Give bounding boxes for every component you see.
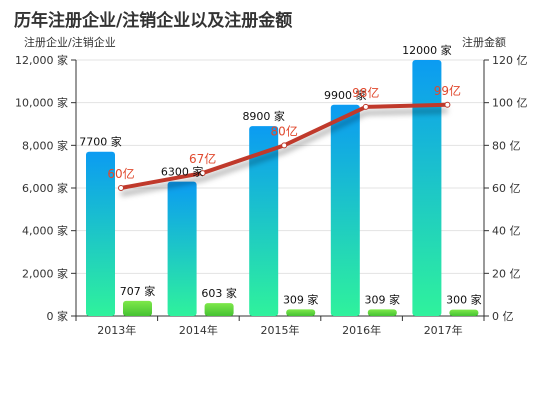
bar-label-registered: 7700 家 — [79, 135, 122, 149]
line-series — [118, 101, 451, 196]
bar-registered — [412, 60, 442, 316]
bar-label-registered: 9900 家 — [324, 88, 367, 102]
y-left-tick-label: 4,000 家 — [22, 224, 68, 238]
bar-label-cancelled: 309 家 — [365, 292, 401, 306]
x-tick-label: 2017年 — [424, 323, 463, 337]
line-label: 60亿 — [107, 166, 134, 181]
line-label: 98亿 — [352, 85, 379, 100]
line-shadow — [120, 108, 448, 196]
y-right-tick-label: 40 亿 — [492, 225, 521, 238]
line-label: 67亿 — [189, 151, 216, 166]
y-right-tick-label: 0 亿 — [492, 310, 514, 323]
chart-title: 历年注册企业/注销企业以及注册金额 — [14, 11, 293, 31]
line-point — [118, 185, 124, 191]
bar-label-registered: 6300 家 — [161, 165, 204, 179]
line-label: 99亿 — [434, 83, 461, 98]
bar-registered — [330, 104, 360, 316]
bar-cancelled — [367, 309, 397, 316]
y-left-tick-label: 0 家 — [47, 309, 69, 323]
bar-label-cancelled: 309 家 — [283, 292, 319, 306]
data-labels: 7700 家 707 家 6300 家 603 家 8900 家 309 家 9900 家 3… — [79, 43, 481, 307]
y-left-tick-label: 6,000 家 — [22, 181, 68, 195]
bar-registered — [249, 126, 279, 316]
bar-registered — [86, 151, 115, 316]
y-right-tick-label: 60 亿 — [492, 182, 521, 195]
y-left-tick-label: 10,000 家 — [15, 96, 68, 110]
line-point — [362, 103, 369, 110]
bar-cancelled — [123, 300, 152, 316]
y-right-tick-label: 120 亿 — [492, 54, 528, 67]
bar-cancelled — [286, 309, 316, 316]
line-point — [199, 170, 206, 177]
x-tick-label: 2015年 — [261, 323, 300, 337]
x-tick-label: 2016年 — [342, 323, 381, 337]
line-label: 80亿 — [271, 123, 298, 138]
bar-label-registered: 12000 家 — [402, 43, 452, 57]
y-right-tick-label: 80 亿 — [492, 139, 521, 152]
bar-label-cancelled: 603 家 — [201, 286, 237, 300]
bar-label-cancelled: 300 家 — [446, 293, 482, 307]
left-axis-name: 注册企业/注销企业 — [24, 36, 116, 49]
bar-label-cancelled: 707 家 — [120, 284, 156, 298]
bar-registered — [167, 181, 197, 316]
y-right-tick-label: 20 亿 — [492, 267, 521, 280]
x-tick-label: 2014年 — [179, 323, 218, 337]
line-point — [281, 142, 288, 149]
y-right-tick-label: 100 亿 — [492, 97, 528, 110]
bars — [86, 60, 479, 316]
x-tick-label: 2013年 — [97, 323, 136, 337]
y-left-tick-label: 12,000 家 — [15, 53, 68, 67]
y-left-tick-label: 2,000 家 — [22, 266, 68, 280]
right-axis-name: 注册金额 — [462, 36, 506, 49]
y-left-tick-label: 8,000 家 — [22, 138, 68, 152]
bar-cancelled — [204, 303, 234, 316]
bar-label-registered: 8900 家 — [242, 109, 285, 123]
bar-cancelled — [449, 309, 479, 316]
axes: 0 家 2,000 家 4,000 家 6,000 家 8,000 家 10,000 家 1… — [15, 53, 528, 337]
line-point — [444, 101, 451, 108]
